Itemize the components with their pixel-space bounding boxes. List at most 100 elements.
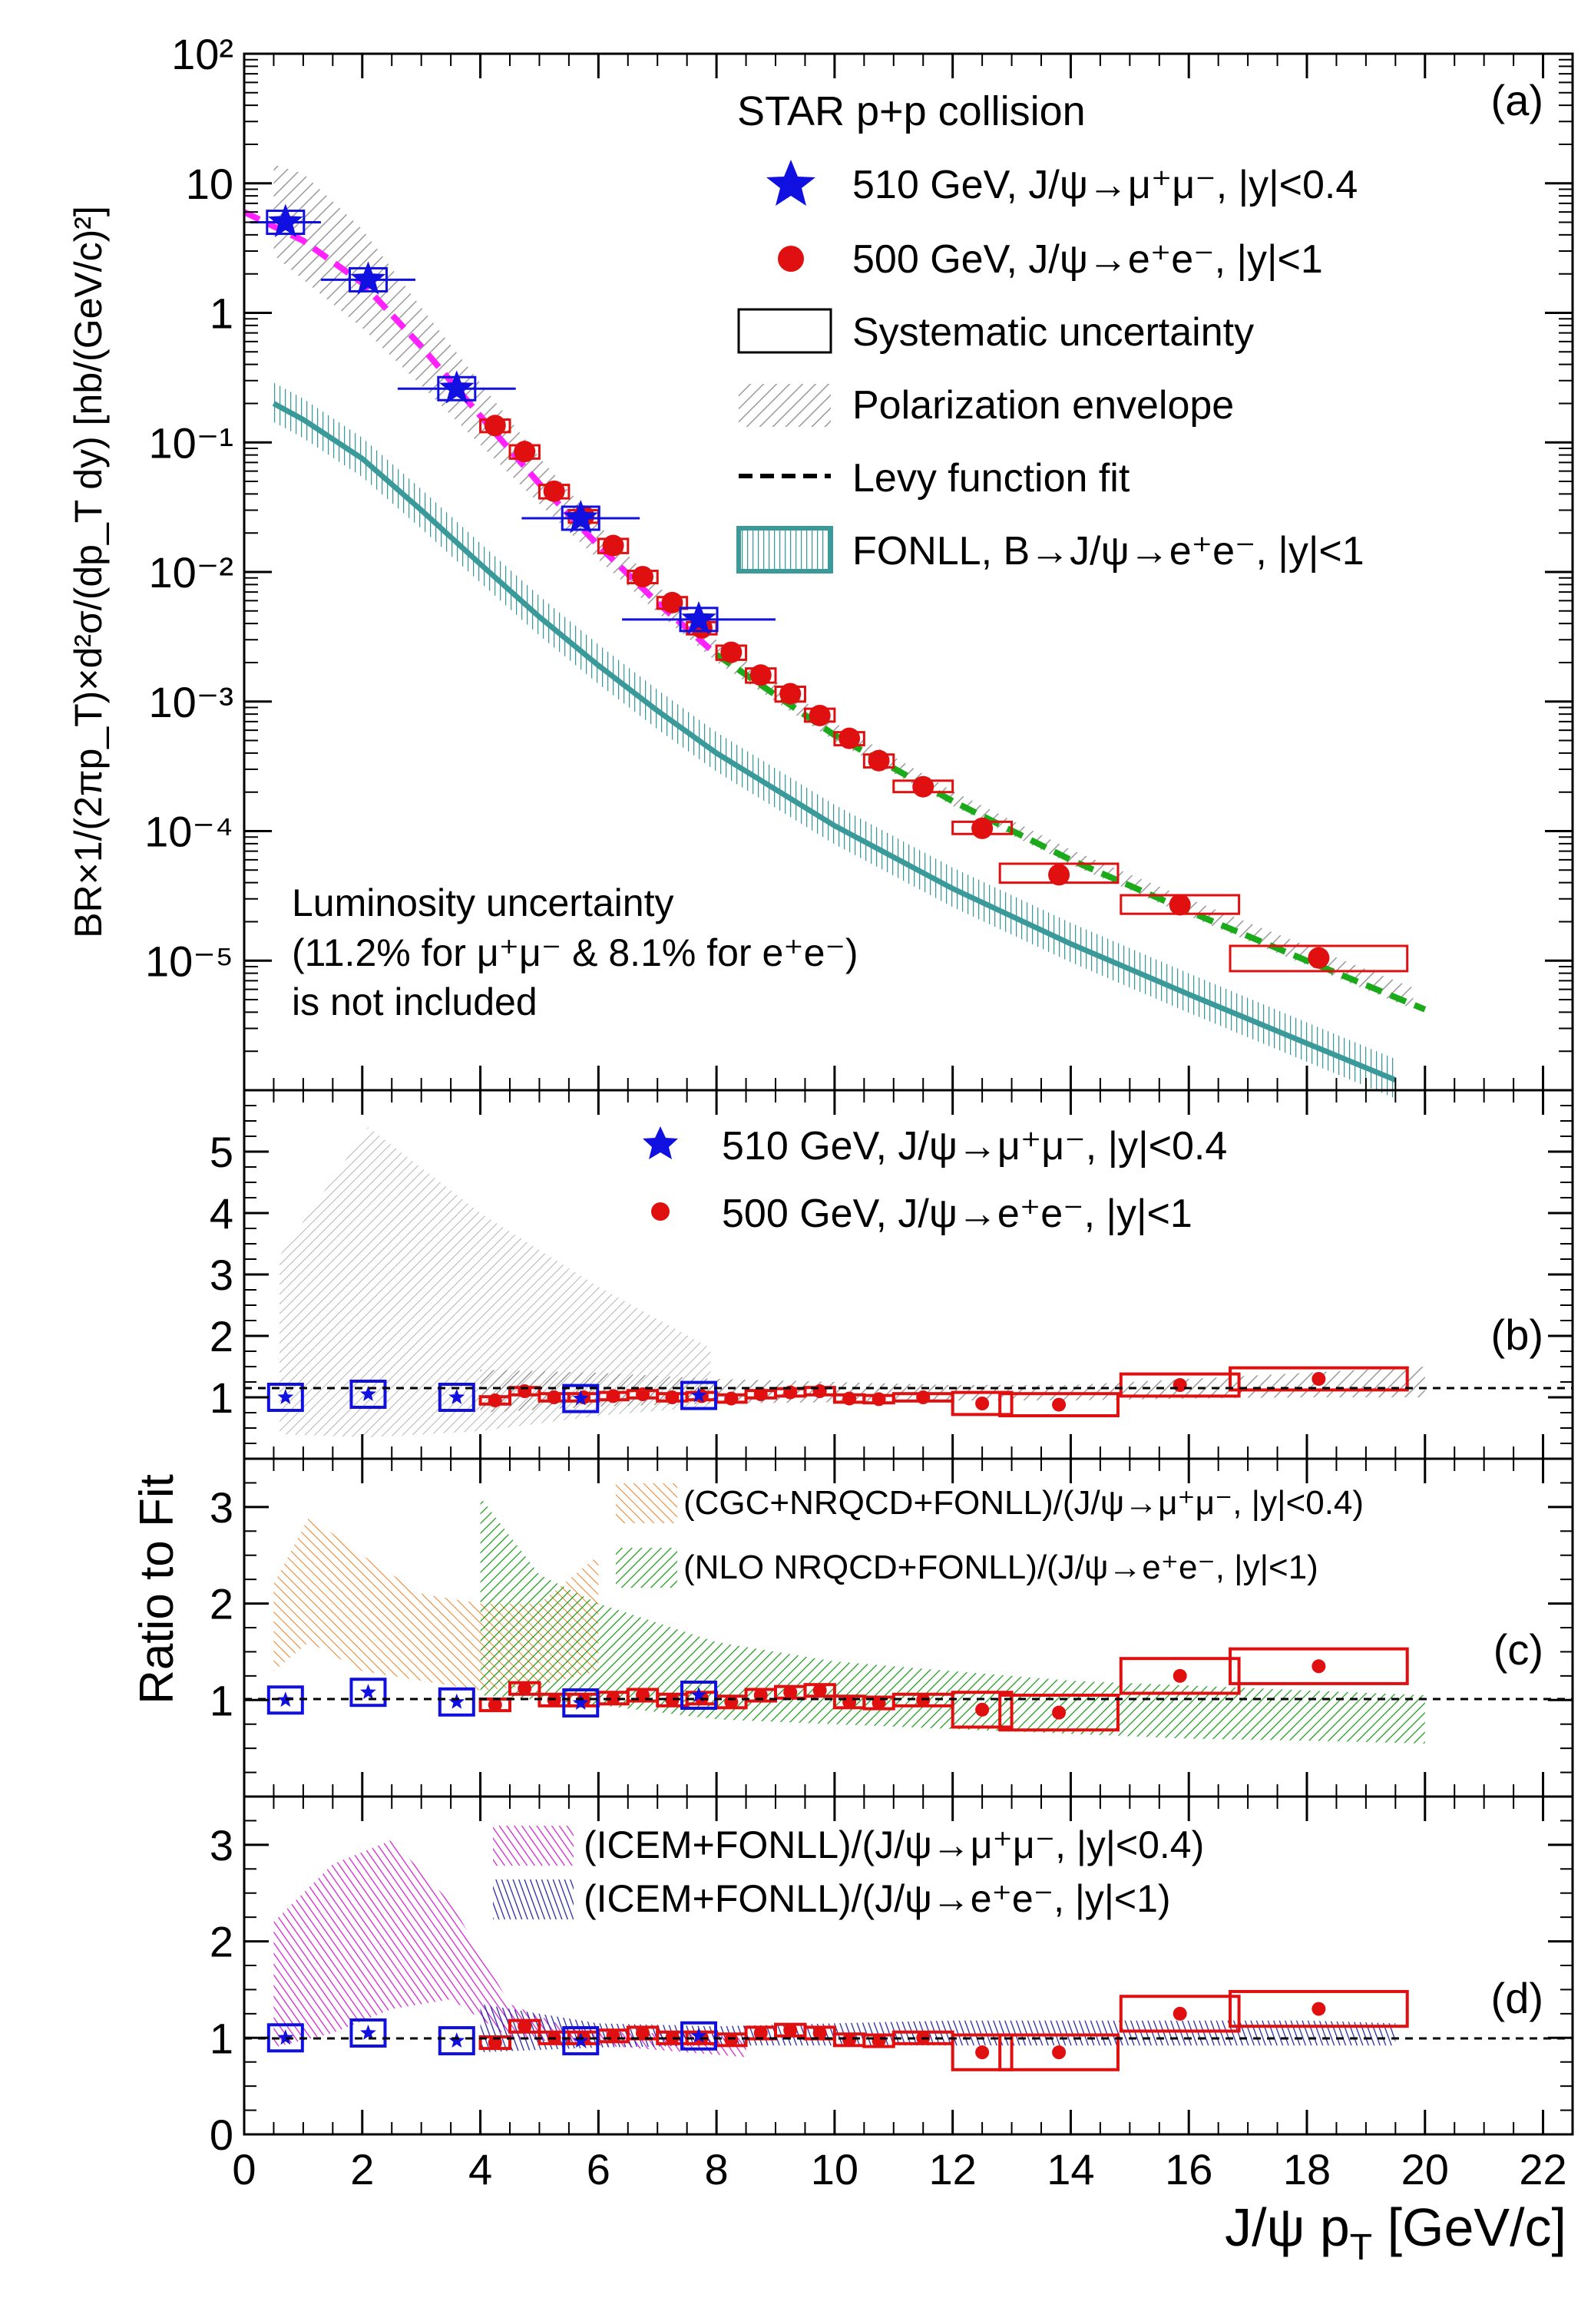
ratio-point-510gev (277, 1389, 294, 1404)
band-d-1 (273, 1840, 746, 2058)
legend-c-nlo-icon (616, 1548, 677, 1588)
ratio-point-500gev (636, 1387, 650, 1401)
ratio-box-500gev (998, 2033, 1120, 2071)
panel-a-label: (a) (1491, 76, 1543, 124)
ratio-box-500gev (998, 1392, 1120, 1417)
ratio-box-500gev (998, 1694, 1120, 1732)
y-tick-label: 2 (210, 1580, 233, 1628)
ratio-box-510gev (680, 1380, 718, 1410)
ratio-point-500gev (724, 1694, 739, 1709)
legend-c-nlo: (NLO NRQCD+FONLL)/(J/ψ→e⁺e⁻, |y|<1) (683, 1549, 1318, 1586)
y-tick-label: 0 (210, 2111, 233, 2159)
ratio-point-500gev (872, 2034, 886, 2048)
legend-item-510gev: 510 GeV, J/ψ→μ⁺μ⁻, |y|<0.4 (852, 163, 1358, 207)
ratio-box-500gev (951, 2033, 1014, 2071)
ratio-point-510gev (690, 1387, 707, 1403)
legend-c-cgc-icon (616, 1483, 677, 1523)
x-tick-label: 10 (811, 2145, 858, 2193)
ratio-point-500gev (975, 1397, 990, 1410)
ratio-point-500gev (812, 1384, 827, 1398)
ratio-point-500gev (1173, 1668, 1187, 1683)
point-500gev (971, 817, 994, 839)
legend-item-500gev: 500 GeV, J/ψ→e⁺e⁻, |y|<1 (852, 237, 1323, 282)
y-tick-label: 1 (210, 1374, 233, 1422)
x-tick-label: 8 (705, 2145, 729, 2193)
ratio-point-510gev (360, 1386, 376, 1401)
ratio-point-500gev (488, 1393, 502, 1407)
syst-box-500gev (1229, 944, 1409, 973)
ratio-point-500gev (842, 2032, 857, 2047)
legend-polarization-icon (739, 384, 831, 427)
ratio-point-500gev (975, 2045, 990, 2060)
legend-b-510gev: 510 GeV, J/ψ→μ⁺μ⁻, |y|<0.4 (722, 1124, 1227, 1169)
y-tick-label: 10⁻⁵ (145, 937, 233, 985)
ratio-point-500gev (1173, 1378, 1187, 1392)
ratio-box-510gev (562, 2026, 600, 2056)
y-tick-label: 1 (210, 289, 233, 338)
y-tick-label: 10 (186, 160, 233, 208)
ratio-point-500gev (518, 1681, 532, 1696)
legend-item-levy: Levy function fit (852, 456, 1130, 501)
point-500gev (720, 641, 743, 663)
ratio-box-500gev (1229, 1647, 1409, 1685)
ratio-point-500gev (518, 2019, 532, 2034)
ratio-point-500gev (1052, 1705, 1067, 1720)
ratio-box-510gev (349, 1380, 387, 1409)
band-b-1 (280, 1127, 711, 1437)
legend-d-mumu-icon (493, 1826, 574, 1866)
y-axis-title-a: BR×1/(2πp_T)×d²σ/(dp_T dy) [nb/(GeV/c)²] (67, 206, 110, 938)
ratio-point-500gev (488, 1698, 502, 1712)
ratio-point-500gev (783, 2023, 798, 2038)
y-tick-label: 10⁻³ (149, 678, 234, 726)
ratio-box-510gev (438, 1383, 475, 1412)
y-tick-label: 10⁻⁴ (144, 808, 233, 856)
ratio-box-510gev (680, 1681, 718, 1710)
point-510gev (350, 261, 386, 295)
point-500gev (749, 664, 772, 686)
ratio-box-500gev (1119, 1372, 1241, 1398)
x-tick-label: 16 (1165, 2145, 1212, 2193)
point-500gev (1048, 864, 1070, 886)
fonll-curve (272, 401, 1397, 1083)
point-510gev (563, 500, 599, 534)
y-tick-label: 4 (210, 1189, 233, 1238)
lumi-note-line1: Luminosity uncertainty (292, 881, 673, 924)
point-500gev (809, 704, 831, 726)
point-500gev (838, 727, 861, 749)
band-d-2 (480, 2004, 1396, 2053)
ratio-point-500gev (665, 2031, 680, 2045)
point-500gev (543, 480, 565, 502)
ratio-box-500gev (1119, 1995, 1241, 2033)
y-tick-label: 3 (210, 1483, 233, 1532)
ratio-point-500gev (606, 1389, 620, 1403)
ratio-point-500gev (842, 1391, 857, 1406)
legend-fonll-icon (736, 526, 833, 574)
ratio-point-500gev (724, 2032, 739, 2047)
panel-d-label: (d) (1491, 1974, 1543, 2022)
lumi-note-line2: (11.2% for μ⁺μ⁻ & 8.1% for e⁺e⁻) (292, 931, 858, 974)
point-500gev (661, 591, 683, 613)
ratio-point-510gev (360, 1684, 376, 1700)
legend-syst-box-icon (737, 308, 832, 354)
x-tick-label: 12 (929, 2145, 977, 2193)
ratio-point-500gev (1312, 1372, 1326, 1386)
ratio-box-510gev (438, 1687, 475, 1717)
ratio-point-500gev (1052, 2045, 1067, 2060)
y-tick-label: 1 (210, 2014, 233, 2062)
panel-a: 10⁻⁵ 10⁻⁴ 10⁻³ 10⁻² 10⁻¹ 1 10 10² (a) STAR p+p … (144, 30, 1574, 1099)
lumi-note-line3: is not included (292, 980, 538, 1023)
x-tick-label: 6 (587, 2145, 610, 2193)
ratio-point-510gev (448, 2032, 465, 2048)
y-tick-label: 3 (210, 1251, 233, 1299)
ratio-box-510gev (349, 1678, 387, 1707)
ratio-box-500gev (1229, 1366, 1409, 1392)
legend-item-fonll: FONLL, B→J/ψ→e⁺e⁻, |y|<1 (852, 529, 1364, 574)
legend-c-cgc: (CGC+NRQCD+FONLL)/(J/ψ→μ⁺μ⁻, |y|<0.4) (683, 1484, 1364, 1522)
point-500gev (779, 683, 802, 705)
legend-b-dot-icon (651, 1202, 670, 1221)
x-tick-label: 14 (1047, 2145, 1094, 2193)
y-axis-title-ratio: Ratio to Fit (131, 1474, 184, 1704)
x-axis-title: J/ψ pT [GeV/c] (1225, 2197, 1566, 2268)
ratio-point-510gev (690, 2027, 707, 2043)
ratio-point-510gev (277, 2029, 294, 2045)
